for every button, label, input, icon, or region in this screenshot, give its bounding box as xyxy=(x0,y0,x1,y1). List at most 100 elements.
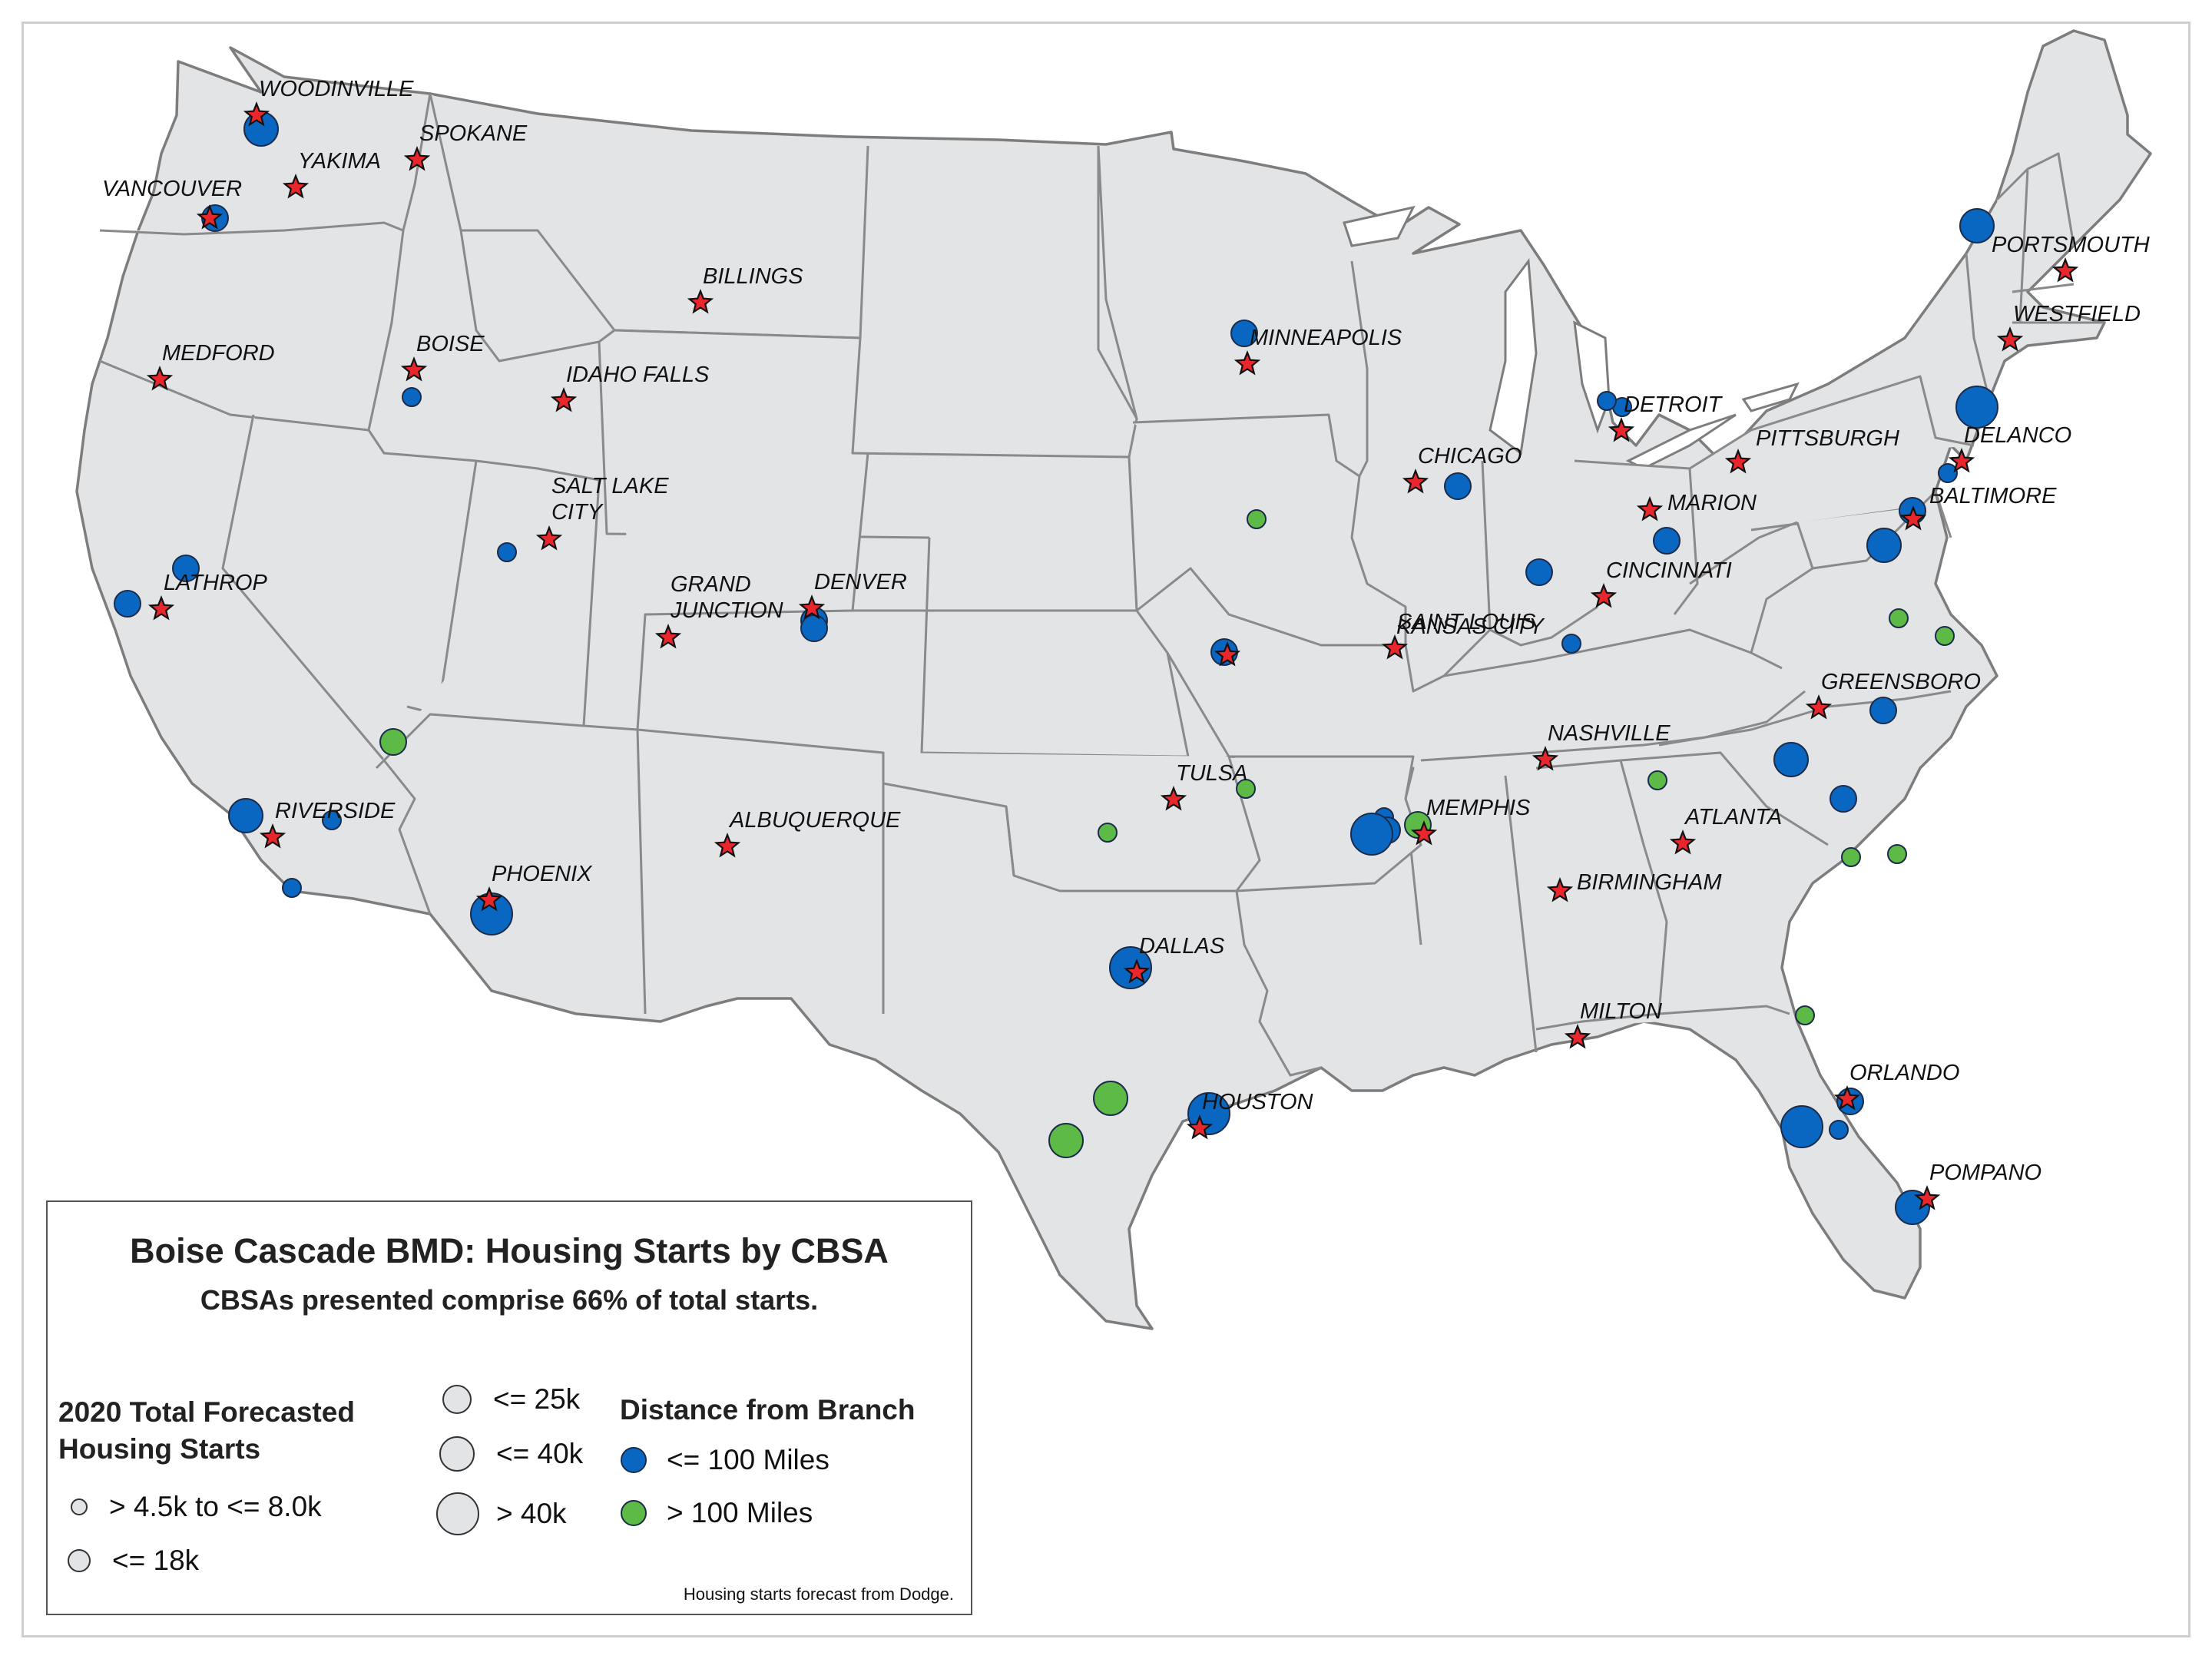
branch-label-dallas: DALLAS xyxy=(1139,934,1225,959)
data-source-note: Housing starts forecast from Dodge. xyxy=(683,1584,954,1604)
branch-star-memphis-icon xyxy=(1410,820,1438,846)
branch-star-birmingham-icon xyxy=(1546,876,1574,902)
branch-star-orlando-icon xyxy=(1833,1084,1861,1111)
distance-class-near: <= 100 Miles xyxy=(621,1444,830,1476)
cbsa-marker xyxy=(322,810,342,830)
cbsa-marker xyxy=(1653,527,1681,555)
branch-star-idaho-falls-icon xyxy=(550,386,578,412)
branch-star-portsmouth-icon xyxy=(2051,257,2079,283)
cbsa-marker xyxy=(1955,386,1998,429)
size-class-1-label: > 4.5k to <= 8.0k xyxy=(109,1491,322,1522)
branch-label-medford: MEDFORD xyxy=(162,341,275,366)
branch-star-albuquerque-icon xyxy=(714,832,741,858)
branch-star-baltimore-icon xyxy=(1899,505,1927,531)
size-class-2-label: <= 18k xyxy=(112,1545,200,1576)
branch-label-billings: BILLINGS xyxy=(703,264,803,289)
branch-label-orlando: ORLANDO xyxy=(1849,1061,1959,1085)
branch-label-memphis: MEMPHIS xyxy=(1426,796,1531,820)
cbsa-marker xyxy=(1841,847,1861,867)
branch-star-detroit-icon xyxy=(1608,416,1635,442)
branch-star-pompano-icon xyxy=(1913,1184,1941,1210)
branch-label-phoenix: PHOENIX xyxy=(492,862,593,886)
branch-label-milton: MILTON xyxy=(1580,999,1662,1024)
size-class-1: > 4.5k to <= 8.0k xyxy=(71,1491,322,1523)
size-class-5-circle-icon xyxy=(436,1492,479,1535)
size-class-2: <= 18k xyxy=(68,1545,199,1577)
size-class-2-circle-icon xyxy=(68,1549,91,1572)
branch-star-greensboro-icon xyxy=(1805,694,1833,720)
distance-class-far-label: > 100 Miles xyxy=(667,1497,813,1528)
branch-star-cincinnati-icon xyxy=(1590,582,1618,608)
cbsa-marker xyxy=(282,878,302,898)
branch-label-vancouver: VANCOUVER xyxy=(102,177,242,201)
branch-star-denver-icon xyxy=(798,594,826,620)
branch-label-nashville: NASHVILLE xyxy=(1548,721,1671,746)
legend-title: Boise Cascade BMD: Housing Starts by CBS… xyxy=(130,1231,889,1270)
cbsa-marker xyxy=(1959,208,1995,243)
branch-star-milton-icon xyxy=(1564,1023,1591,1049)
branch-label-chicago: CHICAGO xyxy=(1418,444,1522,469)
cbsa-marker xyxy=(1780,1105,1823,1148)
branch-star-pittsburgh-icon xyxy=(1724,448,1752,474)
branch-star-nashville-icon xyxy=(1532,745,1559,771)
branch-label-cincinnati: CINCINNATI xyxy=(1606,558,1732,583)
cbsa-marker xyxy=(1236,779,1256,799)
size-class-3: <= 25k xyxy=(442,1383,580,1416)
cbsa-marker xyxy=(1350,813,1393,856)
great-lakes xyxy=(1343,205,1800,470)
branch-star-yakima-icon xyxy=(282,173,310,199)
branch-star-kansas-city-icon xyxy=(1214,641,1241,667)
cbsa-marker xyxy=(1938,463,1958,483)
branch-star-westfield-icon xyxy=(1996,326,2024,352)
branch-label-spokane: SPOKANE xyxy=(419,121,528,146)
near-distance-dot-icon xyxy=(621,1447,647,1473)
size-class-5: > 40k xyxy=(436,1492,567,1535)
branch-label-salt-lake-line2: CITY xyxy=(551,500,604,525)
cbsa-marker xyxy=(1795,1005,1815,1025)
branch-star-marion-icon xyxy=(1636,495,1664,522)
size-class-5-label: > 40k xyxy=(496,1498,567,1529)
branch-star-boise-icon xyxy=(400,356,428,382)
branch-label-woodinville: WOODINVILLE xyxy=(259,77,414,101)
branch-star-riverside-icon xyxy=(259,823,286,849)
cbsa-marker xyxy=(1829,1120,1849,1140)
cbsa-marker xyxy=(1935,626,1955,646)
branch-star-lathrop-icon xyxy=(147,594,175,621)
cbsa-marker xyxy=(1444,472,1472,500)
branch-label-birmingham: BIRMINGHAM xyxy=(1577,870,1722,895)
branch-star-delanco-icon xyxy=(1948,447,1975,473)
branch-label-salt-lake: SALT LAKE xyxy=(551,474,669,498)
distance-class-near-label: <= 100 Miles xyxy=(667,1444,830,1475)
branch-star-dallas-icon xyxy=(1123,958,1151,984)
cbsa-marker xyxy=(1247,509,1267,529)
cbsa-marker xyxy=(1773,742,1809,777)
cbsa-marker xyxy=(1830,785,1857,813)
branch-label-kansas-city: KANSAS CITY xyxy=(1396,614,1545,639)
branch-label-pittsburgh: PITTSBURGH xyxy=(1756,426,1899,451)
cbsa-marker xyxy=(1525,558,1553,586)
cbsa-marker xyxy=(1597,391,1617,411)
branch-label-detroit: DETROIT xyxy=(1624,392,1724,417)
cbsa-marker xyxy=(228,798,263,833)
map-frame xyxy=(22,22,2190,1637)
distance-class-far: > 100 Miles xyxy=(621,1497,813,1529)
branch-star-minneapolis-icon xyxy=(1233,349,1261,376)
branch-label-minneapolis: MINNEAPOLIS xyxy=(1250,326,1402,350)
branch-star-atlanta-icon xyxy=(1669,829,1697,855)
branch-label-idaho-falls: IDAHO FALLS xyxy=(566,363,710,387)
branch-label-houston: HOUSTON xyxy=(1202,1090,1313,1114)
cbsa-marker xyxy=(1869,697,1897,724)
size-class-3-label: <= 25k xyxy=(493,1383,581,1415)
cbsa-marker xyxy=(1093,1081,1128,1116)
size-legend-heading-line2: Housing Starts xyxy=(58,1433,261,1465)
cbsa-marker xyxy=(497,542,517,562)
branch-star-woodinville-icon xyxy=(243,101,270,127)
size-class-1-circle-icon xyxy=(71,1498,88,1515)
branch-star-chicago-icon xyxy=(1402,468,1429,494)
branch-label-marion: MARION xyxy=(1667,491,1757,515)
distance-legend-heading: Distance from Branch xyxy=(620,1394,916,1426)
branch-label-albuquerque: ALBUQUERQUE xyxy=(728,808,901,833)
branch-label-denver: DENVER xyxy=(814,570,907,594)
